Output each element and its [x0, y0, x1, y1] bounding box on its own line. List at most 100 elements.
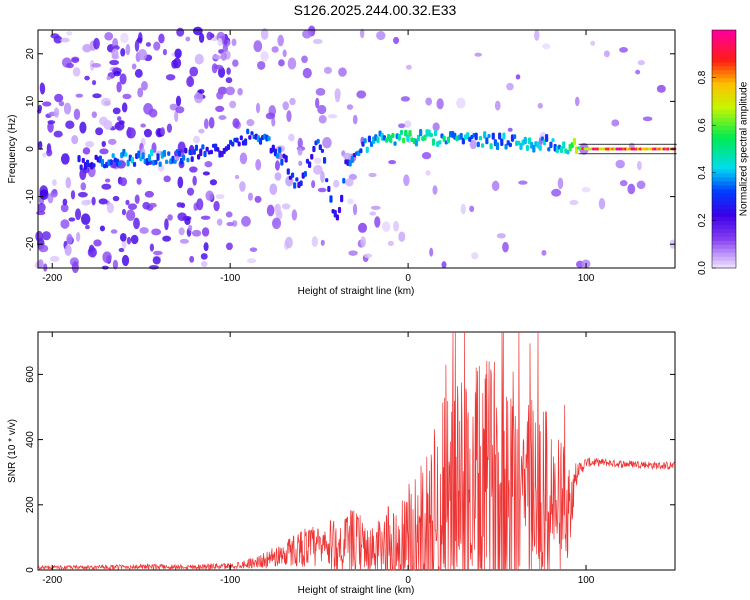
spectrogram-noise-cell — [318, 114, 327, 124]
spectrogram-noise-cell — [80, 182, 87, 191]
spectrogram-noise-cell — [119, 177, 128, 187]
colorbar-swatch — [712, 176, 736, 182]
spectrogram-ridge-cell — [359, 148, 363, 154]
spectrogram-noise-cell — [269, 183, 278, 195]
spectrogram-noise-cell — [216, 91, 224, 100]
colorbar-frame — [711, 29, 737, 269]
spectrogram-noise-cell — [282, 101, 289, 111]
spectrogram-noise-cell — [104, 32, 114, 41]
spectrogram-noise-cell — [141, 80, 148, 91]
spectrogram-noise-cell — [139, 227, 149, 234]
spectrogram-noise-cell — [615, 159, 625, 169]
spectrogram-noise-cell — [176, 27, 185, 37]
spectrogram-noise-cell — [298, 160, 303, 167]
spectrogram-noise-cell — [137, 49, 148, 61]
spectrogram-x-axis-label: Height of straight line (km) — [298, 286, 415, 297]
spectrogram-noise-cell — [400, 96, 411, 102]
spectrogram-noise-cell — [203, 118, 209, 130]
spectrogram-noise-cell — [196, 198, 204, 211]
spectrogram-noise-cell — [116, 116, 122, 122]
colorbar-swatch — [712, 232, 736, 237]
spectrogram-ridge-cell — [508, 142, 512, 148]
spectrogram-ridge-cell — [132, 161, 137, 167]
spectrogram-noise-cell — [92, 93, 102, 99]
spectrogram-noise-cell — [360, 236, 366, 248]
spectrogram-ridge-cell — [429, 132, 433, 138]
spectrogram-noise-cell — [217, 38, 223, 47]
spectrogram-noise-cell — [121, 102, 128, 113]
spectrogram-noise-cell — [471, 252, 479, 260]
x-tick-label: 0 — [405, 575, 411, 586]
spectrogram-noise-cell — [165, 74, 176, 81]
colorbar-swatch — [712, 172, 736, 178]
colorbar-swatch — [712, 256, 736, 261]
colorbar-swatch — [712, 196, 736, 202]
colorbar-swatch — [712, 141, 736, 146]
spectrogram-noise-cell — [474, 52, 482, 57]
spectrogram-y-axis-label: Frequency (Hz) — [7, 115, 18, 184]
spectrogram-ridge-cell — [164, 159, 169, 165]
spectrogram-noise-cell — [112, 259, 119, 270]
spectrogram-noise-cell — [216, 218, 223, 226]
spectrogram-noise-cell — [357, 222, 368, 233]
spectrogram-ridge-cell — [480, 143, 485, 148]
colorbar-swatch — [712, 65, 736, 71]
spectrogram-noise-cell — [91, 79, 97, 86]
colorbar-swatch — [712, 121, 736, 126]
colorbar-swatch — [712, 109, 736, 114]
spectrogram-ridge-cell — [532, 144, 536, 153]
spectrogram-ridge-cell — [572, 137, 576, 146]
spectrogram-ridge-cell — [190, 156, 194, 162]
spectrogram-noise-cell — [209, 179, 218, 186]
spectrogram-noise-cell — [171, 59, 178, 69]
spectrogram-ridge-cell — [322, 156, 327, 164]
spectrogram-noise-cell — [275, 203, 280, 212]
snr-y-axis-label: SNR (10 * v/v) — [7, 419, 18, 483]
spectrogram-cells — [34, 25, 677, 274]
spectrogram-ridge-cell — [416, 134, 421, 142]
spectrogram-ridge-cell — [414, 138, 418, 147]
spectrogram-noise-cell — [469, 205, 475, 213]
colorbar-swatch — [712, 212, 736, 218]
spectrogram-ridge-cell — [177, 150, 181, 157]
colorbar-gradient — [712, 30, 736, 269]
spectrogram-noise-cell — [249, 247, 258, 252]
spectrogram-noise-cell — [255, 102, 261, 114]
colorbar-swatch — [712, 85, 736, 91]
x-tick-label: -200 — [42, 273, 62, 284]
spectrogram-ridge-cell — [399, 129, 404, 135]
spectrogram-noise-cell — [225, 242, 233, 251]
spectrogram-noise-cell — [112, 195, 120, 202]
spectrogram-noise-cell — [60, 153, 70, 165]
colorbar-swatch — [712, 117, 736, 122]
spectrogram-noise-cell — [590, 40, 596, 46]
spectrogram-ridge-cell — [156, 153, 160, 161]
spectrogram-noise-cell — [82, 147, 91, 155]
spectrogram-noise-cell — [317, 187, 327, 193]
spectrogram-noise-cell — [177, 141, 186, 153]
spectrogram-noise-cell — [229, 100, 237, 109]
spectrogram-noise-cell — [37, 104, 43, 112]
colorbar-swatch — [712, 192, 736, 198]
spectrogram-noise-cell — [189, 166, 198, 173]
spectrogram-ridge-cell — [280, 158, 284, 166]
spectrogram-noise-cell — [206, 31, 213, 41]
spectrogram-noise-cell — [134, 194, 140, 204]
spectrogram-noise-cell — [398, 123, 406, 129]
spectrogram-noise-cell — [98, 198, 108, 205]
spectrogram-noise-cell — [246, 119, 255, 127]
spectrogram-noise-cell — [260, 51, 269, 62]
colorbar-swatch — [712, 61, 736, 67]
spectrogram-noise-cell — [110, 229, 118, 234]
spectrogram-noise-cell — [231, 38, 237, 47]
spectrogram-noise-cell — [42, 152, 47, 158]
spectrogram-noise-cell — [642, 116, 653, 122]
spectrogram-noise-cell — [656, 84, 666, 93]
colorbar-swatch — [712, 264, 736, 269]
spectrogram-noise-cell — [364, 253, 373, 258]
colorbar-swatch — [712, 77, 736, 83]
spectrogram-noise-cell — [134, 68, 143, 78]
spectrogram-ridge-cell — [126, 159, 130, 167]
spectrogram-noise-cell — [534, 29, 540, 41]
colorbar-swatch — [712, 164, 736, 170]
